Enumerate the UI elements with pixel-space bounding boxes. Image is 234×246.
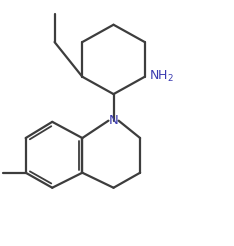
Text: N: N [109,114,118,127]
Text: NH$_2$: NH$_2$ [149,69,174,84]
